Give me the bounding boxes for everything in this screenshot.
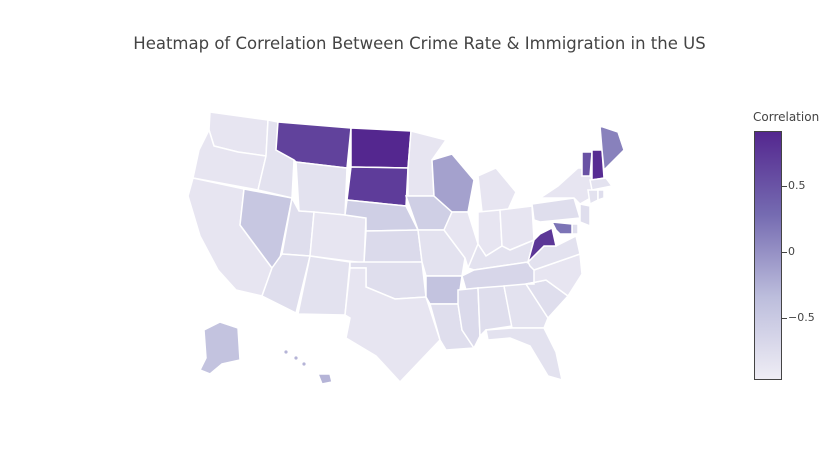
state-pa[interactable]	[531, 197, 581, 223]
state-ar[interactable]	[425, 275, 463, 305]
colorbar-tick-label: 0	[788, 245, 795, 258]
colorbar-title: Correlation	[753, 110, 820, 124]
state-nc[interactable]	[525, 252, 583, 298]
state-wv[interactable]	[526, 226, 557, 265]
state-sd[interactable]	[346, 166, 409, 207]
state-ma[interactable]	[589, 177, 614, 191]
state-hi-island	[284, 350, 288, 354]
colorbar-gradient	[754, 131, 782, 380]
colorbar-tick-mark	[782, 186, 787, 187]
state-md[interactable]	[550, 221, 573, 235]
state-ct[interactable]	[587, 189, 599, 206]
state-nd[interactable]	[350, 127, 412, 169]
state-ks[interactable]	[363, 229, 423, 264]
state-de[interactable]	[571, 223, 579, 235]
colorbar-tick-label: 0.5	[788, 179, 806, 192]
colorbar-tick-mark	[782, 318, 787, 319]
state-ri[interactable]	[597, 189, 605, 202]
state-ga[interactable]	[503, 283, 549, 329]
state-vt[interactable]	[581, 151, 593, 177]
state-hi-island	[302, 362, 306, 366]
state-mi[interactable]	[477, 167, 517, 213]
state-fl[interactable]	[485, 327, 563, 382]
state-hi-island	[294, 356, 298, 360]
state-ak[interactable]	[198, 321, 241, 375]
state-nj[interactable]	[579, 203, 591, 228]
state-me[interactable]	[599, 124, 625, 172]
state-az[interactable]	[261, 253, 311, 315]
colorbar-tick-mark	[782, 252, 787, 253]
state-al[interactable]	[477, 285, 513, 338]
state-wy[interactable]	[295, 161, 348, 216]
state-co[interactable]	[309, 211, 367, 264]
state-hi[interactable]	[316, 373, 333, 385]
colorbar-tick-label: −0.5	[788, 311, 815, 324]
map-title: Heatmap of Correlation Between Crime Rat…	[133, 34, 706, 53]
state-tx[interactable]	[344, 267, 441, 384]
